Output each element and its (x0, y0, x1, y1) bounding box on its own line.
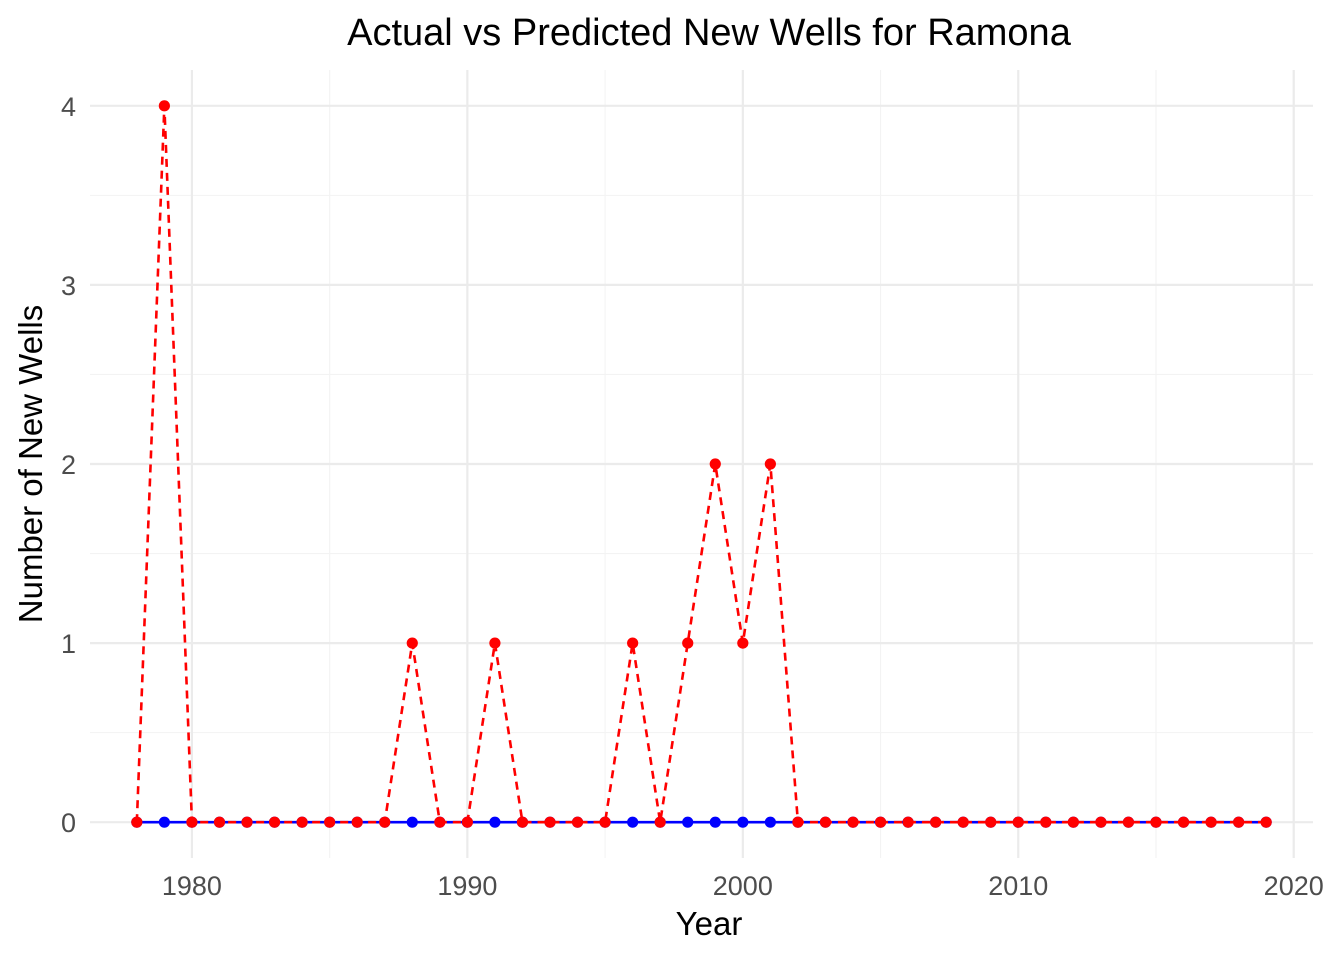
x-tick-label: 1980 (162, 871, 222, 901)
series-1-point (709, 458, 721, 470)
series-1-point (434, 816, 446, 828)
series-1-point (516, 816, 529, 828)
series-1-point (351, 816, 363, 828)
series-1-point (296, 816, 308, 828)
series-1-point (902, 816, 914, 828)
series-1-point (1067, 816, 1079, 828)
series-1-point (985, 816, 997, 828)
series-1-point (599, 816, 611, 828)
series-0-point (489, 816, 501, 828)
series-1-point (1040, 816, 1052, 828)
series-1-point (186, 816, 198, 828)
x-axis-label: Year (676, 905, 743, 942)
series-1-point (1150, 816, 1162, 828)
series-1-point (1260, 816, 1272, 828)
major-gridlines (90, 70, 1313, 858)
series-1-point (1122, 816, 1135, 828)
x-tick-label: 2010 (988, 871, 1048, 901)
y-tick-label: 1 (61, 629, 76, 659)
series-1-point (654, 816, 666, 828)
chart-title: Actual vs Predicted New Wells for Ramona (347, 12, 1072, 54)
y-axis-label: Number of New Wells (12, 305, 49, 623)
series-1-point (1095, 816, 1107, 828)
series-0-point (709, 816, 721, 828)
series-1-point (1205, 816, 1217, 828)
series-1-point (379, 816, 391, 828)
series-1-point (682, 637, 694, 649)
series-1-point (819, 816, 832, 828)
x-tick-label: 2000 (713, 871, 773, 901)
series-1-point (571, 816, 584, 828)
x-tick-labels: 1980 1990 2000 2010 2020 (162, 871, 1324, 901)
series-1-point (1177, 816, 1190, 828)
series-1-point (930, 816, 942, 828)
y-tick-label: 0 (61, 808, 76, 838)
series-1-point (489, 637, 501, 649)
series-1-point (241, 816, 253, 828)
series-1-point (1012, 816, 1024, 828)
series-1-point (957, 816, 969, 828)
series-1-point (847, 816, 859, 828)
series-0-point (406, 816, 418, 828)
series-0-point (682, 816, 694, 828)
series-1-point (737, 637, 749, 649)
series-1-point (406, 637, 418, 649)
series-1-point (158, 100, 170, 112)
series-1-point (544, 816, 556, 828)
series-1-point (461, 816, 473, 828)
series-1-point (792, 816, 804, 828)
series-0-point (158, 816, 170, 828)
series-layer (131, 100, 1272, 828)
y-tick-labels: 0 1 2 3 4 (61, 92, 76, 838)
x-tick-label: 1990 (437, 871, 497, 901)
series-1-point (627, 637, 639, 649)
series-1-point (874, 816, 887, 828)
y-tick-label: 3 (61, 271, 76, 301)
series-1-point (324, 816, 336, 828)
series-1-point (268, 816, 281, 828)
y-tick-label: 4 (61, 92, 76, 122)
series-1-point (764, 458, 776, 470)
x-tick-label: 2020 (1264, 871, 1324, 901)
series-0-point (737, 816, 749, 828)
series-1-point (213, 816, 226, 828)
series-0-point (627, 816, 639, 828)
series-1-point (1233, 816, 1245, 828)
y-tick-label: 2 (61, 450, 76, 480)
series-0-point (764, 816, 776, 828)
series-1-point (131, 816, 143, 828)
